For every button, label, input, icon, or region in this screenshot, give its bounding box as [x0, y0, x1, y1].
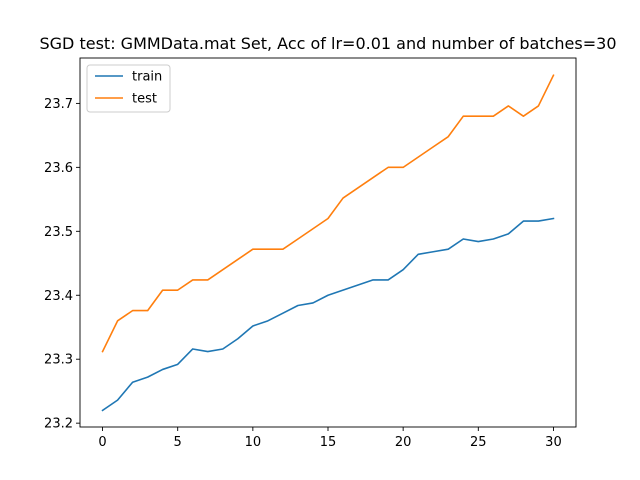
legend-label-train: train	[132, 70, 162, 85]
y-tick-label: 23.7	[44, 97, 73, 112]
series-layer	[101, 74, 555, 412]
legend-label-test: test	[132, 92, 157, 107]
y-tick-label: 23.2	[44, 417, 73, 432]
x-tick-label: 10	[245, 435, 262, 450]
y-tick-label: 23.4	[44, 289, 73, 304]
x-axis-ticks: 0 5 10 15 20 25 30	[98, 427, 562, 450]
x-tick-label: 5	[174, 435, 182, 450]
chart-title: SGD test: GMMData.mat Set, Acc of lr=0.0…	[40, 34, 617, 53]
y-tick-label: 23.6	[44, 161, 73, 176]
y-axis-ticks: 23.2 23.3 23.4 23.5 23.6 23.7	[44, 97, 80, 432]
x-tick-label: 20	[395, 435, 412, 450]
x-tick-label: 15	[320, 435, 337, 450]
y-tick-label: 23.5	[44, 225, 73, 240]
legend: train test	[86, 64, 171, 113]
x-tick-label: 25	[470, 435, 487, 450]
series-line-test	[101, 74, 555, 353]
x-tick-label: 0	[98, 435, 106, 450]
series-line-train	[101, 217, 555, 412]
y-tick-label: 23.3	[44, 353, 73, 368]
x-tick-label: 30	[545, 435, 562, 450]
